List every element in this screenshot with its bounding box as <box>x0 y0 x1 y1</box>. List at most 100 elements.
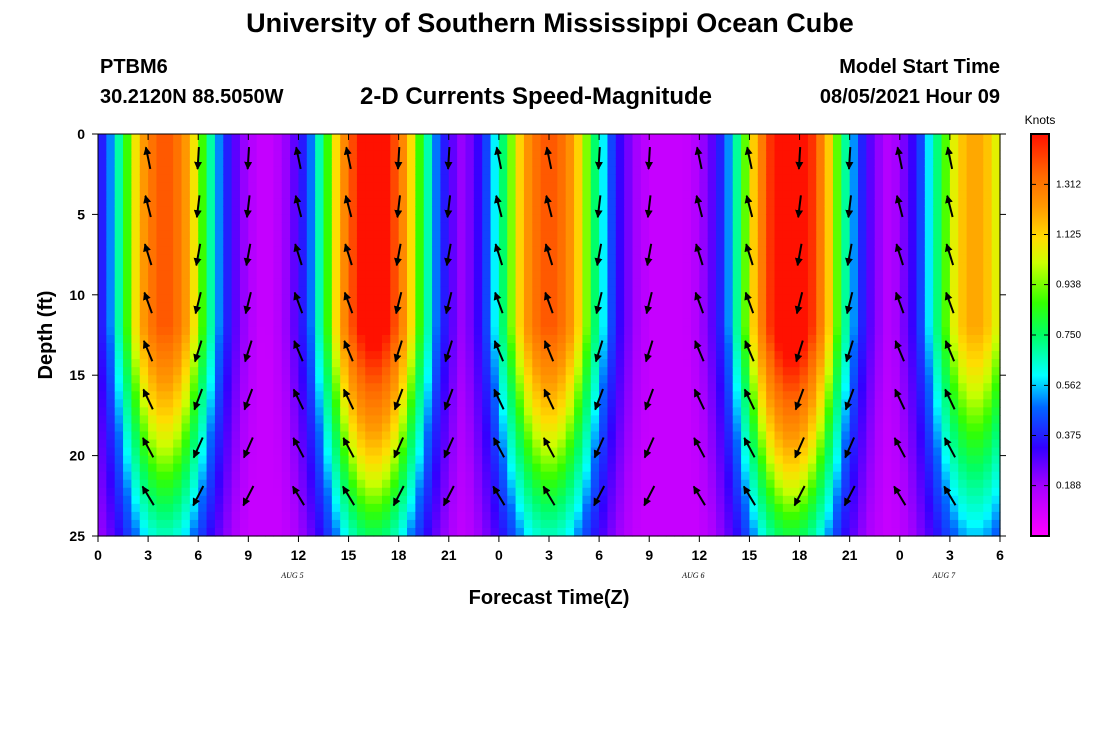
heat-cell <box>390 439 400 449</box>
heat-cell <box>590 487 600 497</box>
heat-cell <box>473 335 483 344</box>
heat-cell <box>173 310 183 320</box>
heat-cell <box>298 278 308 288</box>
heat-cell <box>549 375 558 384</box>
heat-cell <box>457 158 467 167</box>
heat-cell <box>106 503 116 513</box>
heat-cell <box>640 286 650 296</box>
heat-cell <box>899 495 909 505</box>
heat-cell <box>398 214 408 224</box>
heat-cell <box>632 431 642 441</box>
heat-cell <box>883 326 893 336</box>
heat-cell <box>866 238 876 248</box>
heat-cell <box>707 230 717 240</box>
heat-cell <box>599 166 609 175</box>
heat-cell <box>189 431 199 441</box>
heat-cell <box>782 286 792 296</box>
heat-cell <box>440 463 450 473</box>
heat-cell <box>281 423 291 433</box>
heat-cell <box>615 302 625 312</box>
heat-cell <box>331 487 341 497</box>
heat-cell <box>181 335 191 344</box>
heat-cell <box>532 174 542 183</box>
heat-cell <box>908 431 918 441</box>
heat-cell <box>407 166 416 175</box>
heat-cell <box>306 166 316 175</box>
heat-cell <box>198 335 208 344</box>
heat-cell <box>574 246 584 256</box>
heat-cell <box>448 310 458 320</box>
heat-cell <box>649 166 659 175</box>
heat-cell <box>908 351 918 360</box>
heat-cell <box>348 214 358 224</box>
heat-cell <box>824 511 834 521</box>
heat-cell <box>924 383 934 392</box>
heat-cell <box>782 447 792 457</box>
heat-cell <box>741 310 751 320</box>
heat-cell <box>874 527 884 537</box>
heat-cell <box>858 198 867 207</box>
heat-cell <box>331 278 341 288</box>
heat-cell <box>156 519 166 529</box>
heat-cell <box>156 310 166 320</box>
heat-cell <box>649 174 659 183</box>
heat-cell <box>632 415 642 425</box>
heat-cell <box>816 431 826 441</box>
heat-cell <box>407 527 416 537</box>
heat-cell <box>858 495 867 505</box>
heat-cell <box>256 134 266 143</box>
heat-cell <box>306 375 316 384</box>
heat-cell <box>106 142 116 151</box>
heat-cell <box>891 519 901 529</box>
heat-cell <box>106 238 116 248</box>
heat-cell <box>749 302 759 312</box>
heat-cell <box>290 415 300 425</box>
heat-cell <box>156 383 166 392</box>
heat-cell <box>407 479 416 489</box>
heat-cell <box>390 310 400 320</box>
heat-cell <box>615 158 625 167</box>
heat-cell <box>824 198 834 207</box>
heat-cell <box>532 407 542 416</box>
heat-cell <box>306 455 316 465</box>
heat-cell <box>398 455 408 465</box>
heat-cell <box>256 479 266 489</box>
heat-cell <box>523 326 533 336</box>
heat-cell <box>281 238 291 248</box>
heat-cell <box>749 150 759 159</box>
heat-cell <box>198 471 208 481</box>
heat-cell <box>582 431 592 441</box>
heat-cell <box>724 383 734 392</box>
heat-cell <box>298 286 308 296</box>
heat-cell <box>306 326 316 336</box>
heat-cell <box>507 150 517 159</box>
heat-cell <box>198 166 208 175</box>
heat-cell <box>306 278 316 288</box>
heat-cell <box>782 166 792 175</box>
heat-cell <box>674 415 684 425</box>
heat-cell <box>816 391 826 400</box>
heat-cell <box>749 343 759 352</box>
heat-cell <box>674 270 684 280</box>
heat-cell <box>440 471 450 481</box>
heat-cell <box>281 270 291 280</box>
heat-cell <box>173 302 183 312</box>
heat-cell <box>615 447 625 457</box>
heat-cell <box>565 246 575 256</box>
heat-cell <box>365 431 375 441</box>
heat-cell <box>348 310 358 320</box>
heat-cell <box>148 471 158 481</box>
heat-cell <box>473 375 483 384</box>
heat-cell <box>582 367 592 376</box>
heat-cell <box>448 407 458 416</box>
heat-cell <box>223 471 233 481</box>
heat-cell <box>515 447 525 457</box>
heat-cell <box>356 134 366 143</box>
heat-cell <box>624 455 634 465</box>
heat-cell <box>365 463 375 473</box>
heat-cell <box>699 262 709 272</box>
heat-cell <box>281 326 291 336</box>
heat-cell <box>331 254 341 264</box>
heat-cell <box>373 455 383 465</box>
heat-cell <box>924 166 934 175</box>
